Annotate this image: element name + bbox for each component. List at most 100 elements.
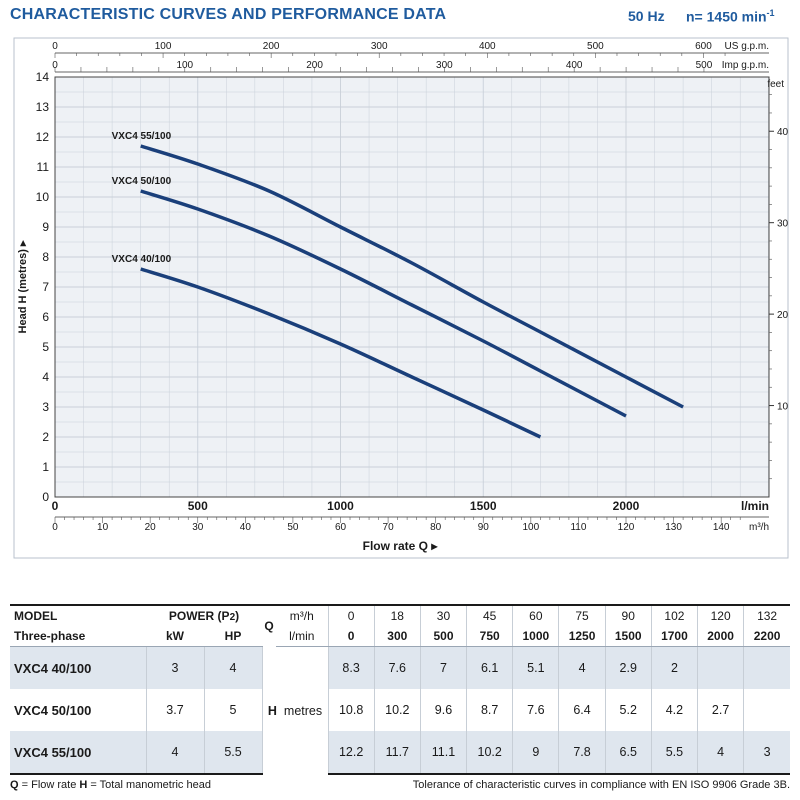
model-header: MODEL <box>10 604 146 626</box>
imp-gpm-tick-label: 0 <box>52 60 58 71</box>
x-unit-label: l/min <box>741 499 769 513</box>
m3h-tick-label: 130 <box>665 522 682 533</box>
head-cell: 10.2 <box>466 731 513 775</box>
q-lmin-cell: 1500 <box>604 626 652 647</box>
imp-gpm-tick-label: 400 <box>566 60 583 71</box>
chart-frame <box>13 37 789 559</box>
m3h-tick-label: 30 <box>192 522 204 533</box>
q-lmin-cell: 1250 <box>558 626 606 647</box>
us-gpm-unit: US g.p.m. <box>725 41 769 52</box>
q-lmin-cell: 2000 <box>697 626 744 647</box>
head-cell: 10.2 <box>373 689 421 731</box>
head-cell: 10.8 <box>327 689 375 731</box>
head-cell: 9.6 <box>419 689 467 731</box>
q-m3h-cell: 0 <box>327 604 375 626</box>
m3h-tick-label: 50 <box>287 522 299 533</box>
h-text: = Total manometric head <box>87 779 211 791</box>
speed-text: n= 1450 min <box>686 8 767 25</box>
phase-header: Three-phase <box>10 626 146 647</box>
power-header: POWER (P2) <box>146 604 263 626</box>
performance-table: MODEL POWER (P2) Q m³/h 0 18 30 45 60 75… <box>10 604 790 775</box>
m3h-tick-label: 40 <box>240 522 252 533</box>
head-cell: 7.6 <box>373 646 421 689</box>
m3h-unit-label: m³/h <box>749 522 769 533</box>
head-cell: 9 <box>512 731 559 775</box>
q-m3h-cell: 102 <box>650 604 698 626</box>
us-gpm-tick-label: 300 <box>371 41 388 52</box>
head-cell: 2.9 <box>604 646 652 689</box>
page-title: CHARACTERISTIC CURVES AND PERFORMANCE DA… <box>10 6 447 23</box>
x-tick-label: 1000 <box>327 499 354 513</box>
m3h-tick-label: 80 <box>430 522 442 533</box>
q-unit-lmin: l/min <box>276 626 329 647</box>
kw-cell: 3 <box>145 646 204 689</box>
q-header: Q <box>262 604 277 647</box>
head-cell: 5.5 <box>650 731 698 775</box>
x-tick-label: 2000 <box>613 499 640 513</box>
head-cell: 11.1 <box>419 731 467 775</box>
imp-gpm-tick-label: 300 <box>436 60 453 71</box>
y-axis-label: Head H (metres) ▸ <box>17 240 29 333</box>
feet-unit-label: feet <box>767 79 784 90</box>
y-tick-label: 4 <box>42 370 49 384</box>
q-m3h-cell: 75 <box>558 604 606 626</box>
hp-cell: 5.5 <box>203 731 263 775</box>
head-cell: 4.2 <box>650 689 698 731</box>
head-cell: 5.2 <box>604 689 652 731</box>
head-cell: 6.1 <box>466 646 513 689</box>
q-lmin-cell: 0 <box>327 626 375 647</box>
us-gpm-tick-label: 200 <box>263 41 280 52</box>
m3h-tick-label: 60 <box>335 522 347 533</box>
m3h-tick-label: 110 <box>570 522 586 533</box>
hp-cell: 4 <box>203 646 263 689</box>
imp-gpm-tick-label: 500 <box>696 60 713 71</box>
y-tick-label: 7 <box>42 280 49 294</box>
head-cell: 12.2 <box>327 731 375 775</box>
y-tick-label: 10 <box>36 190 50 204</box>
h-unit: metres <box>283 703 323 718</box>
feet-tick-label: 30 <box>777 219 789 230</box>
x-tick-label: 0 <box>52 499 59 513</box>
model-cell: VXC4 40/100 <box>10 646 146 689</box>
feet-tick-label: 20 <box>777 310 789 321</box>
series-label: VXC4 40/100 <box>112 254 172 265</box>
head-cell <box>743 646 790 689</box>
x-axis-label: Flow rate Q ▸ <box>363 539 439 553</box>
head-cell: 7 <box>419 646 467 689</box>
feet-tick-label: 40 <box>777 127 789 138</box>
us-gpm-tick-label: 0 <box>52 41 58 52</box>
us-gpm-tick-label: 600 <box>695 41 712 52</box>
kw-header: kW <box>146 626 204 647</box>
q-m3h-cell: 132 <box>743 604 790 626</box>
m3h-tick-label: 120 <box>618 522 635 533</box>
q-lmin-cell: 500 <box>419 626 467 647</box>
m3h-tick-label: 20 <box>145 522 157 533</box>
m3h-tick-label: 0 <box>52 522 58 533</box>
y-tick-label: 6 <box>42 310 49 324</box>
model-cell: VXC4 50/100 <box>14 702 92 718</box>
q-m3h-cell: 30 <box>419 604 467 626</box>
head-cell: 8.3 <box>327 646 375 689</box>
us-gpm-tick-label: 400 <box>479 41 496 52</box>
y-tick-label: 2 <box>42 430 49 444</box>
q-abbr: Q <box>10 779 19 791</box>
y-tick-label: 8 <box>42 250 49 264</box>
q-lmin-cell: 1700 <box>650 626 698 647</box>
head-cell: 11.7 <box>373 731 421 775</box>
kw-cell: 4 <box>145 731 204 775</box>
x-tick-label: 1500 <box>470 499 497 513</box>
imp-gpm-tick-label: 100 <box>176 60 193 71</box>
q-unit-m3h: m³/h <box>276 604 329 626</box>
q-lmin-cell: 750 <box>466 626 513 647</box>
tolerance-note: Tolerance of characteristic curves in co… <box>412 779 790 791</box>
q-m3h-cell: 120 <box>697 604 744 626</box>
head-cell: 2 <box>650 646 698 689</box>
table-row: VXC4 55/100 4 5.5 12.2 11.7 11.1 10.2 9 … <box>10 731 790 775</box>
q-m3h-cell: 18 <box>373 604 421 626</box>
table-row: VXC4 40/100 3 4 H metres 8.3 7.6 7 6.1 5… <box>10 646 790 774</box>
m3h-tick-label: 100 <box>522 522 539 533</box>
hp-cell: 5 <box>203 689 263 731</box>
y-tick-label: 12 <box>36 130 50 144</box>
frequency-label: 50 Hz <box>628 8 665 24</box>
m3h-tick-label: 140 <box>713 522 730 533</box>
